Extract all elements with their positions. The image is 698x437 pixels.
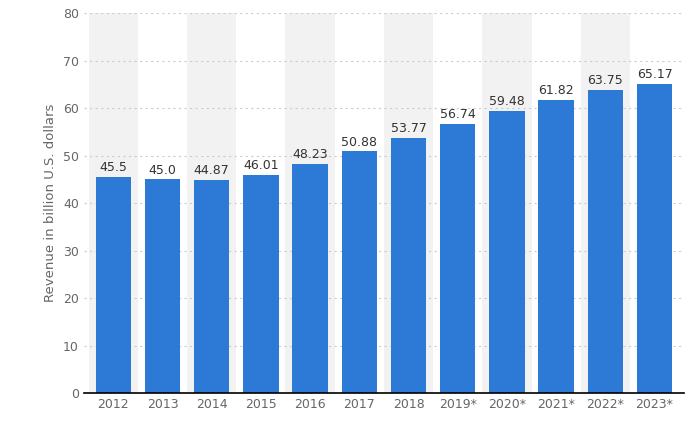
Text: 65.17: 65.17: [637, 68, 672, 81]
Bar: [292, 164, 328, 393]
Bar: [588, 90, 623, 393]
Bar: [489, 111, 525, 393]
Bar: [482, 13, 531, 393]
Text: 63.75: 63.75: [588, 74, 623, 87]
Bar: [440, 124, 475, 393]
Bar: [581, 13, 630, 393]
Bar: [538, 100, 574, 393]
Y-axis label: Revenue in billion U.S. dollars: Revenue in billion U.S. dollars: [45, 104, 57, 302]
Bar: [285, 13, 335, 393]
Bar: [637, 83, 672, 393]
Bar: [243, 175, 279, 393]
Text: 50.88: 50.88: [341, 135, 378, 149]
Bar: [391, 138, 426, 393]
Text: 48.23: 48.23: [292, 148, 328, 161]
Text: 61.82: 61.82: [538, 83, 574, 97]
Bar: [96, 177, 131, 393]
Text: 44.87: 44.87: [194, 164, 230, 177]
Bar: [194, 180, 230, 393]
Bar: [144, 180, 180, 393]
Bar: [341, 152, 377, 393]
Bar: [89, 13, 138, 393]
Text: 45.0: 45.0: [149, 163, 177, 177]
Text: 53.77: 53.77: [391, 122, 426, 135]
Bar: [187, 13, 237, 393]
Text: 45.5: 45.5: [99, 161, 127, 174]
Text: 56.74: 56.74: [440, 108, 475, 121]
Text: 46.01: 46.01: [243, 159, 279, 172]
Bar: [384, 13, 433, 393]
Text: 59.48: 59.48: [489, 95, 525, 108]
